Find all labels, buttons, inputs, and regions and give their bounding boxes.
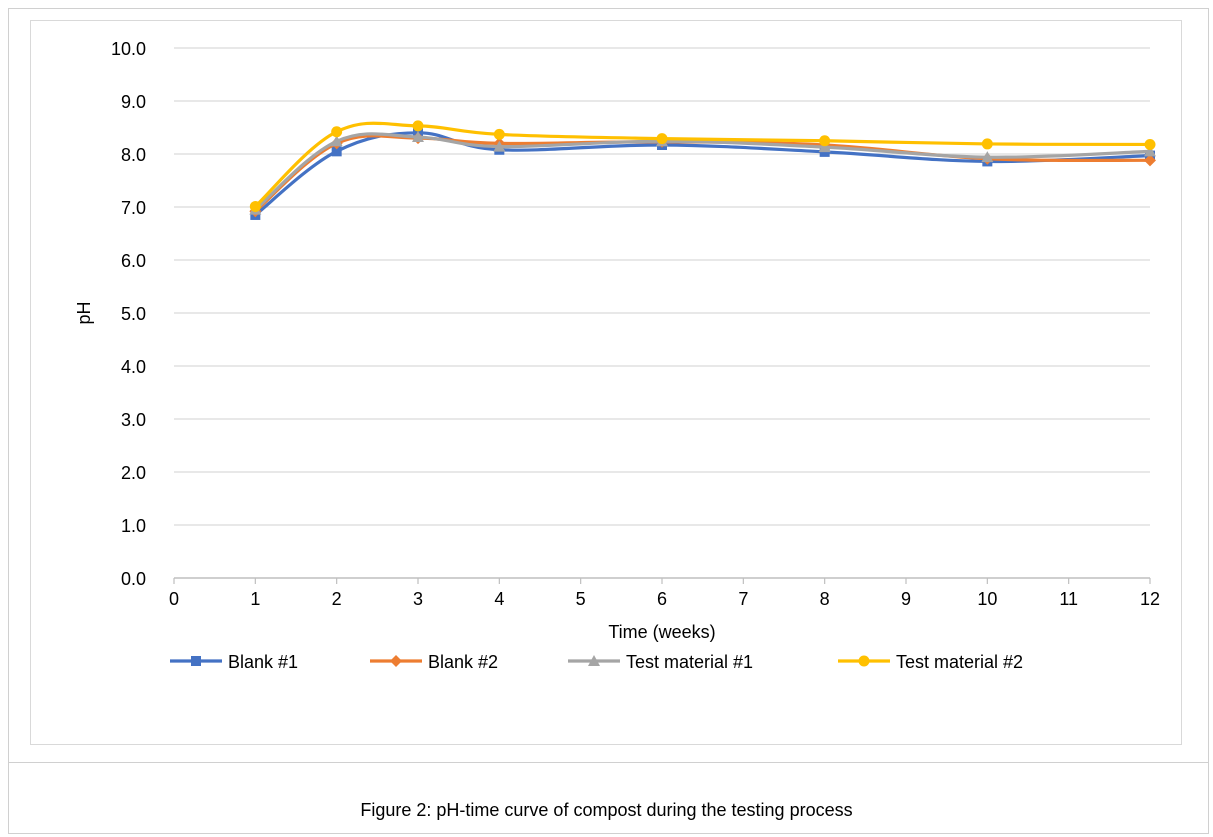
legend-entry-3: Test material #1 <box>568 652 753 672</box>
y-tick-1.0: 1.0 <box>121 516 146 536</box>
y-tick-4.0: 4.0 <box>121 357 146 377</box>
y-tick-6.0: 6.0 <box>121 251 146 271</box>
x-tick-7: 7 <box>738 589 748 609</box>
data-point-4-8 <box>819 135 831 147</box>
legend: Blank #1 Blank #2 Test material #1 Test mat… <box>170 652 1023 672</box>
x-tick-6: 6 <box>657 589 667 609</box>
gridlines <box>174 47 1150 526</box>
legend-entry-2: Blank #2 <box>370 652 498 672</box>
figure-caption: Figure 2: pH-time curve of compost durin… <box>360 800 853 820</box>
x-tick-1: 1 <box>250 589 260 609</box>
series-lines <box>249 120 1156 220</box>
axes <box>173 577 1151 584</box>
x-tick-12: 12 <box>1140 589 1160 609</box>
legend-marker-4 <box>858 655 870 667</box>
y-tick-0.0: 0.0 <box>121 569 146 589</box>
y-tick-labels: 0.0 1.0 2.0 3.0 4.0 5.0 6.0 7.0 8.0 9.0 10.0 <box>111 39 146 589</box>
y-tick-3.0: 3.0 <box>121 410 146 430</box>
y-tick-7.0: 7.0 <box>121 198 146 218</box>
y-tick-5.0: 5.0 <box>121 304 146 324</box>
legend-marker-1 <box>191 656 201 666</box>
data-point-4-2 <box>331 126 343 138</box>
x-tick-11: 11 <box>1059 589 1078 609</box>
x-axis-title: Time (weeks) <box>608 622 715 642</box>
data-point-2-12 <box>1144 154 1156 167</box>
data-point-3-4 <box>493 140 506 152</box>
y-tick-2.0: 2.0 <box>121 463 146 483</box>
x-tick-4: 4 <box>494 589 504 609</box>
legend-entry-4: Test material #2 <box>838 652 1023 672</box>
y-axis-title: pH <box>74 301 94 324</box>
x-tick-3: 3 <box>413 589 423 609</box>
series-4 <box>249 120 1156 212</box>
y-tick-8.0: 8.0 <box>121 145 146 165</box>
data-point-3-10 <box>981 151 994 163</box>
legend-label-4: Test material #2 <box>896 652 1023 672</box>
figure-frame <box>8 8 1209 834</box>
x-tick-0: 0 <box>169 589 179 609</box>
legend-entry-1: Blank #1 <box>170 652 298 672</box>
data-point-4-10 <box>981 138 993 150</box>
data-point-4-3 <box>412 120 424 132</box>
x-tick-2: 2 <box>332 589 342 609</box>
y-tick-9.0: 9.0 <box>121 92 146 112</box>
x-tick-5: 5 <box>576 589 586 609</box>
data-point-4-12 <box>1144 138 1156 150</box>
data-point-3-12 <box>1144 145 1156 157</box>
legend-label-3: Test material #1 <box>626 652 753 672</box>
x-tick-9: 9 <box>901 589 911 609</box>
data-point-1-2 <box>331 146 342 157</box>
legend-label-1: Blank #1 <box>228 652 298 672</box>
legend-label-2: Blank #2 <box>428 652 498 672</box>
data-point-3-2 <box>330 135 343 147</box>
data-point-4-6 <box>656 133 668 145</box>
y-tick-10.0: 10.0 <box>111 39 146 59</box>
data-point-4-4 <box>493 128 505 140</box>
data-point-3-8 <box>818 141 831 153</box>
legend-marker-2 <box>390 655 402 667</box>
caption-divider <box>8 762 1209 763</box>
data-point-4-1 <box>249 200 261 212</box>
legend-marker-3 <box>588 655 600 666</box>
x-tick-labels: 0 1 2 3 4 5 6 7 8 9 10 11 12 <box>169 589 1160 609</box>
x-tick-8: 8 <box>820 589 830 609</box>
data-point-3-3 <box>412 131 424 143</box>
x-tick-10: 10 <box>977 589 997 609</box>
